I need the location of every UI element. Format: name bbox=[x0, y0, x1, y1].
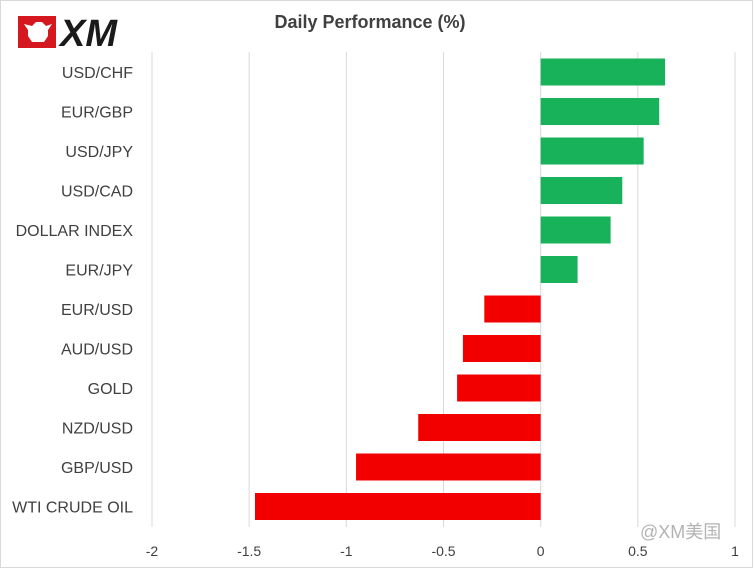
bar bbox=[457, 374, 541, 402]
x-tick-label: 0.5 bbox=[628, 543, 648, 559]
category-label: EUR/USD bbox=[61, 302, 133, 319]
bar bbox=[540, 58, 666, 86]
bar bbox=[540, 98, 660, 125]
xm-bull-logo-icon: XM bbox=[18, 13, 118, 55]
bar bbox=[254, 493, 541, 520]
bar bbox=[540, 216, 611, 244]
category-label: USD/JPY bbox=[65, 144, 133, 161]
x-tick-label: -1 bbox=[340, 543, 353, 559]
category-label: AUD/USD bbox=[61, 342, 133, 359]
category-label: EUR/JPY bbox=[65, 263, 133, 280]
category-label: WTI CRUDE OIL bbox=[12, 500, 133, 517]
bar bbox=[540, 137, 644, 165]
x-tick-label: -2 bbox=[146, 543, 159, 559]
chart-title: Daily Performance (%) bbox=[274, 12, 466, 32]
category-label: GOLD bbox=[88, 381, 133, 398]
bar bbox=[418, 414, 541, 441]
bar bbox=[462, 335, 541, 362]
bar bbox=[540, 256, 578, 283]
x-tick-label: -0.5 bbox=[431, 543, 455, 559]
xm-logo: XM bbox=[18, 12, 158, 55]
category-label: USD/CHF bbox=[62, 65, 133, 82]
category-label: DOLLAR INDEX bbox=[16, 223, 134, 240]
x-tick-label: 1 bbox=[731, 543, 739, 559]
x-tick-label: 0 bbox=[537, 543, 545, 559]
watermark: @XM美国 bbox=[640, 522, 722, 542]
category-label: GBP/USD bbox=[61, 460, 133, 477]
bar bbox=[540, 177, 623, 204]
logo-text: XM bbox=[58, 13, 118, 52]
category-label: NZD/USD bbox=[62, 421, 133, 438]
x-tick-label: -1.5 bbox=[237, 543, 261, 559]
bar bbox=[484, 295, 541, 323]
category-label: USD/CAD bbox=[61, 184, 133, 201]
bar bbox=[356, 453, 541, 481]
category-label: EUR/GBP bbox=[61, 105, 133, 122]
